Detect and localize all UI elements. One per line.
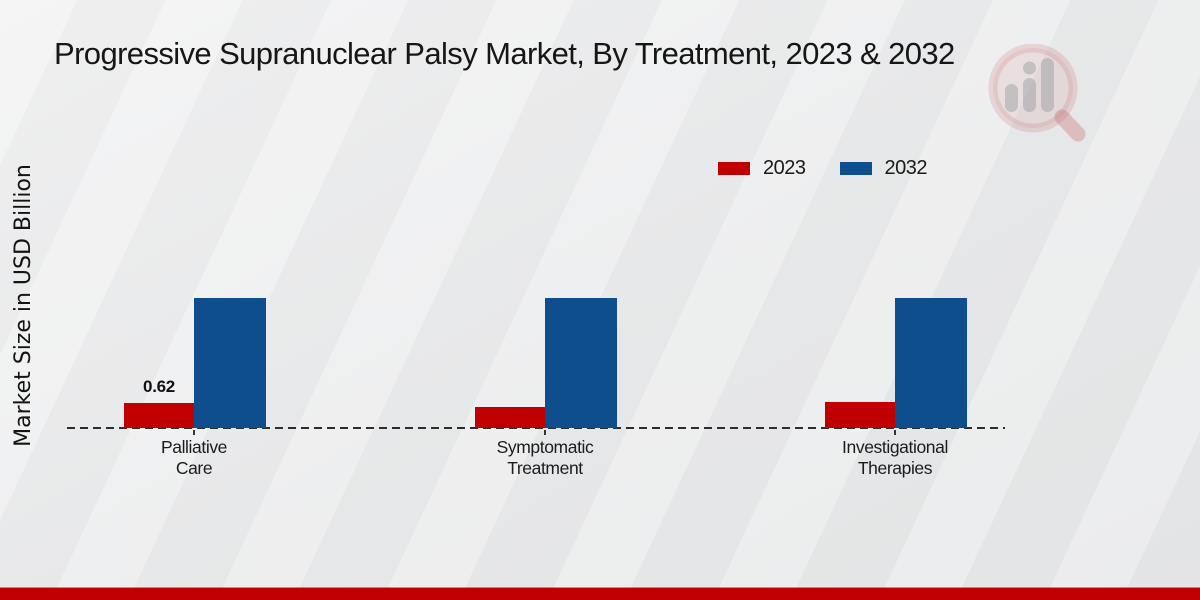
- legend-label-2023: 2023: [763, 157, 806, 179]
- legend: 2023 2032: [718, 157, 927, 180]
- bar-2032-symptomatic-treatment: [545, 298, 617, 428]
- legend-item-2032: 2032: [839, 157, 928, 180]
- legend-label-2032: 2032: [884, 157, 928, 179]
- legend-item-2023: 2023: [718, 157, 806, 180]
- bar-2032-palliative-care: [194, 298, 266, 428]
- magnifier-bar-chart-logo-icon: [988, 44, 1086, 142]
- x-axis-tick-palliative-care: [193, 430, 195, 435]
- x-axis-tick-investigational-therapies: [894, 430, 896, 435]
- chart-title: Progressive Supranuclear Palsy Market, B…: [54, 36, 955, 71]
- footer-accent-bar: [0, 588, 1200, 600]
- bar-2023-palliative-care: [124, 403, 194, 428]
- category-label-symptomatic-treatment: Symptomatic Treatment: [496, 437, 594, 478]
- x-axis-baseline: [67, 427, 1005, 429]
- category-label-palliative-care: Palliative Care: [160, 437, 228, 478]
- x-axis-tick-symptomatic-treatment: [544, 430, 546, 435]
- legend-swatch-2032: [839, 162, 872, 175]
- bar-2023-symptomatic-treatment: [475, 407, 545, 428]
- category-label-investigational-therapies: Investigational Therapies: [842, 437, 948, 478]
- bar-2023-investigational-therapies: [825, 402, 895, 428]
- bar-value-label-2023-palliative-care: 0.62: [143, 377, 175, 396]
- bar-2032-investigational-therapies: [895, 298, 967, 428]
- legend-swatch-2023: [718, 162, 750, 175]
